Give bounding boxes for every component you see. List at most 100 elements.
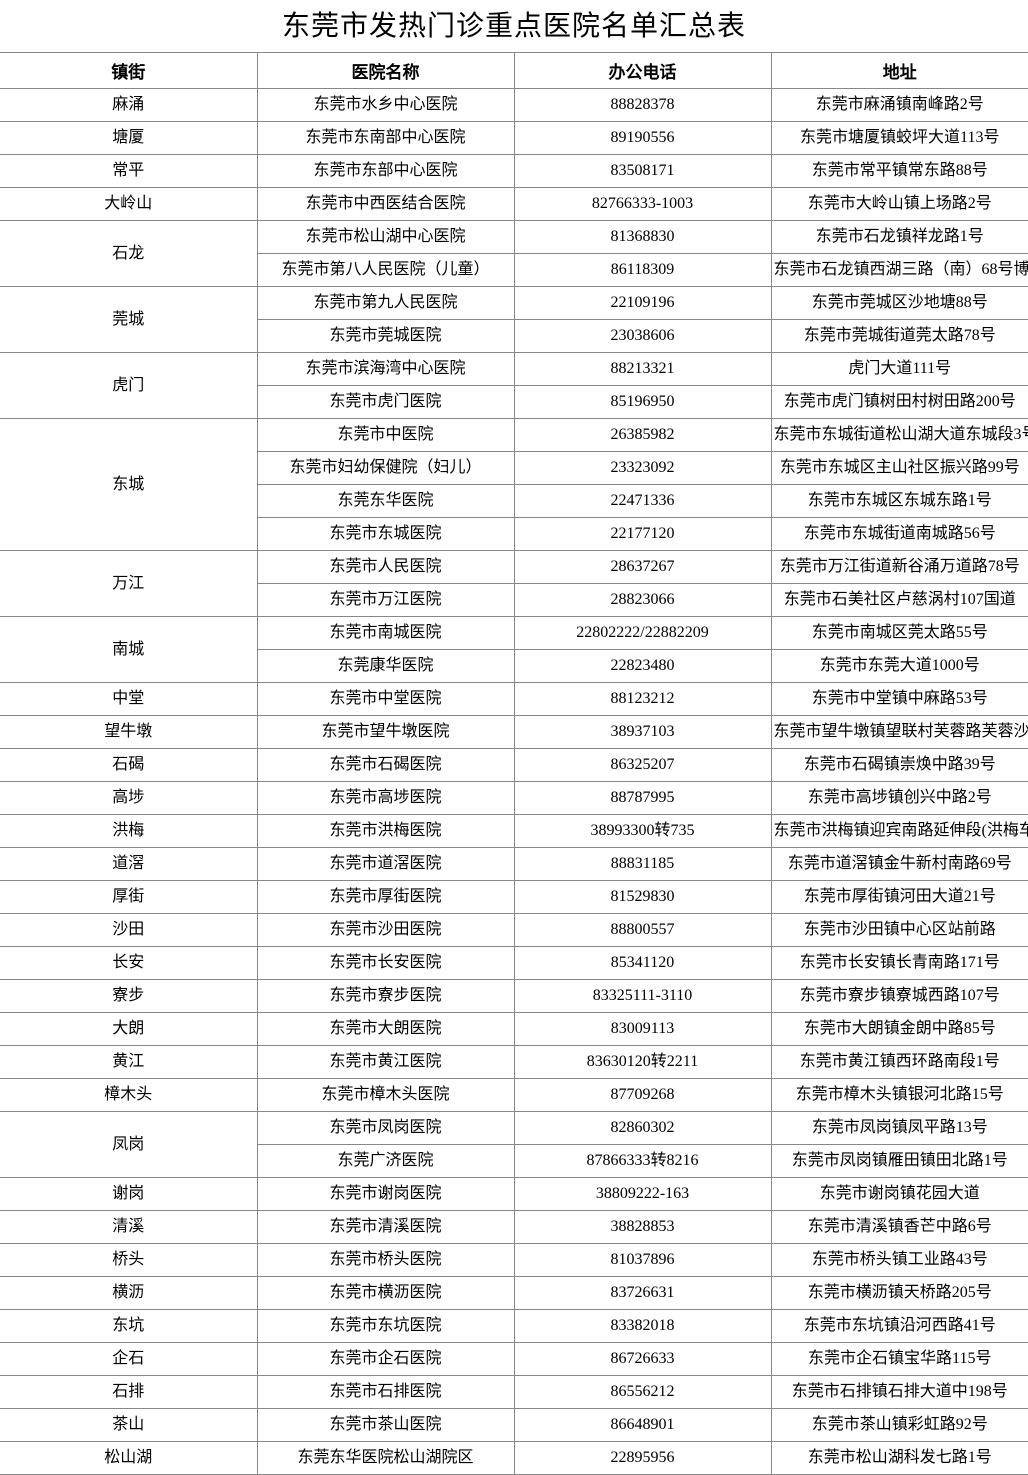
cell-hospital: 东莞市中医院: [257, 419, 514, 452]
cell-address: 东莞市谢岗镇花园大道: [771, 1178, 1028, 1211]
cell-town: 樟木头: [0, 1079, 257, 1112]
cell-hospital: 东莞市水乡中心医院: [257, 89, 514, 122]
cell-phone: 85341120: [514, 947, 771, 980]
cell-hospital: 东莞市滨海湾中心医院: [257, 353, 514, 386]
cell-hospital: 东莞市高埗医院: [257, 782, 514, 815]
cell-address: 东莞市塘厦镇蛟坪大道113号: [771, 122, 1028, 155]
cell-hospital: 东莞市东坑医院: [257, 1310, 514, 1343]
cell-address: 东莞市厚街镇河田大道21号: [771, 881, 1028, 914]
cell-hospital: 东莞市中西医结合医院: [257, 188, 514, 221]
table-row: 横沥东莞市横沥医院83726631东莞市横沥镇天桥路205号: [0, 1277, 1028, 1310]
cell-town: 企石: [0, 1343, 257, 1376]
cell-phone: 38828853: [514, 1211, 771, 1244]
cell-hospital: 东莞市谢岗医院: [257, 1178, 514, 1211]
table-row: 中堂东莞市中堂医院88123212东莞市中堂镇中麻路53号: [0, 683, 1028, 716]
table-row: 麻涌东莞市水乡中心医院88828378东莞市麻涌镇南峰路2号: [0, 89, 1028, 122]
col-header-address: 地址: [771, 53, 1028, 89]
cell-hospital: 东莞市横沥医院: [257, 1277, 514, 1310]
table-row: 塘厦东莞市东南部中心医院89190556东莞市塘厦镇蛟坪大道113号: [0, 122, 1028, 155]
cell-town: 万江: [0, 551, 257, 617]
cell-phone: 82766333-1003: [514, 188, 771, 221]
cell-address: 东莞市凤岗镇凤平路13号: [771, 1112, 1028, 1145]
cell-hospital: 东莞市桥头医院: [257, 1244, 514, 1277]
cell-hospital: 东莞市洪梅医院: [257, 815, 514, 848]
cell-hospital: 东莞市寮步医院: [257, 980, 514, 1013]
table-row: 厚街东莞市厚街医院81529830东莞市厚街镇河田大道21号: [0, 881, 1028, 914]
cell-hospital: 东莞市茶山医院: [257, 1409, 514, 1442]
cell-address: 东莞市南城区莞太路55号: [771, 617, 1028, 650]
cell-town: 麻涌: [0, 89, 257, 122]
table-row: 东城东莞市中医院26385982东莞市东城街道松山湖大道东城段3号: [0, 419, 1028, 452]
cell-phone: 86118309: [514, 254, 771, 287]
cell-phone: 22177120: [514, 518, 771, 551]
cell-address: 东莞市黄江镇西环路南段1号: [771, 1046, 1028, 1079]
cell-hospital: 东莞市中堂医院: [257, 683, 514, 716]
cell-hospital: 东莞市第九人民医院: [257, 287, 514, 320]
cell-address: 东莞市虎门镇树田村树田路200号: [771, 386, 1028, 419]
col-header-town: 镇街: [0, 53, 257, 89]
cell-hospital: 东莞市凤岗医院: [257, 1112, 514, 1145]
cell-town: 厚街: [0, 881, 257, 914]
cell-hospital: 东莞市樟木头医院: [257, 1079, 514, 1112]
header-row: 镇街 医院名称 办公电话 地址: [0, 53, 1028, 89]
cell-address: 东莞市石龙镇祥龙路1号: [771, 221, 1028, 254]
cell-town: 虎门: [0, 353, 257, 419]
cell-phone: 81529830: [514, 881, 771, 914]
table-row: 寮步东莞市寮步医院83325111-3110东莞市寮步镇寮城西路107号: [0, 980, 1028, 1013]
cell-phone: 83009113: [514, 1013, 771, 1046]
cell-phone: 83630120转2211: [514, 1046, 771, 1079]
cell-phone: 23323092: [514, 452, 771, 485]
table-row: 南城东莞市南城医院22802222/22882209东莞市南城区莞太路55号: [0, 617, 1028, 650]
cell-phone: 86648901: [514, 1409, 771, 1442]
cell-address: 东莞市高埗镇创兴中路2号: [771, 782, 1028, 815]
cell-town: 大岭山: [0, 188, 257, 221]
table-row: 清溪东莞市清溪医院38828853东莞市清溪镇香芒中路6号: [0, 1211, 1028, 1244]
cell-town: 沙田: [0, 914, 257, 947]
col-header-hospital: 医院名称: [257, 53, 514, 89]
table-row: 樟木头东莞市樟木头医院87709268东莞市樟木头镇银河北路15号: [0, 1079, 1028, 1112]
cell-town: 石龙: [0, 221, 257, 287]
cell-town: 寮步: [0, 980, 257, 1013]
cell-address: 东莞市大岭山镇上场路2号: [771, 188, 1028, 221]
cell-phone: 88787995: [514, 782, 771, 815]
cell-hospital: 东莞市企石医院: [257, 1343, 514, 1376]
cell-town: 东城: [0, 419, 257, 551]
table-row: 黄江东莞市黄江医院83630120转2211东莞市黄江镇西环路南段1号: [0, 1046, 1028, 1079]
cell-phone: 88123212: [514, 683, 771, 716]
cell-town: 长安: [0, 947, 257, 980]
cell-phone: 81037896: [514, 1244, 771, 1277]
cell-phone: 38809222-163: [514, 1178, 771, 1211]
cell-phone: 83382018: [514, 1310, 771, 1343]
cell-address: 东莞市东莞大道1000号: [771, 650, 1028, 683]
cell-phone: 88831185: [514, 848, 771, 881]
cell-town: 茶山: [0, 1409, 257, 1442]
cell-address: 东莞市凤岗镇雁田镇田北路1号: [771, 1145, 1028, 1178]
cell-hospital: 东莞市松山湖中心医院: [257, 221, 514, 254]
cell-address: 东莞市洪梅镇迎宾南路延伸段(洪梅车站旁): [771, 815, 1028, 848]
cell-hospital: 东莞市东南部中心医院: [257, 122, 514, 155]
cell-address: 东莞市寮步镇寮城西路107号: [771, 980, 1028, 1013]
cell-hospital: 东莞广济医院: [257, 1145, 514, 1178]
cell-town: 莞城: [0, 287, 257, 353]
cell-phone: 88828378: [514, 89, 771, 122]
cell-address: 东莞市大朗镇金朗中路85号: [771, 1013, 1028, 1046]
cell-phone: 81368830: [514, 221, 771, 254]
cell-hospital: 东莞市石排医院: [257, 1376, 514, 1409]
cell-phone: 88213321: [514, 353, 771, 386]
cell-address: 东莞市樟木头镇银河北路15号: [771, 1079, 1028, 1112]
cell-phone: 26385982: [514, 419, 771, 452]
cell-hospital: 东莞市黄江医院: [257, 1046, 514, 1079]
cell-address: 东莞市东城街道南城路56号: [771, 518, 1028, 551]
cell-address: 东莞市清溪镇香芒中路6号: [771, 1211, 1028, 1244]
cell-town: 南城: [0, 617, 257, 683]
cell-address: 东莞市松山湖科发七路1号: [771, 1442, 1028, 1475]
cell-address: 东莞市石排镇石排大道中198号: [771, 1376, 1028, 1409]
table-row: 茶山东莞市茶山医院86648901东莞市茶山镇彩虹路92号: [0, 1409, 1028, 1442]
cell-hospital: 东莞市人民医院: [257, 551, 514, 584]
cell-hospital: 东莞市妇幼保健院（妇儿）: [257, 452, 514, 485]
cell-address: 东莞市茶山镇彩虹路92号: [771, 1409, 1028, 1442]
cell-phone: 86726633: [514, 1343, 771, 1376]
cell-hospital: 东莞市虎门医院: [257, 386, 514, 419]
cell-phone: 22802222/22882209: [514, 617, 771, 650]
cell-town: 清溪: [0, 1211, 257, 1244]
